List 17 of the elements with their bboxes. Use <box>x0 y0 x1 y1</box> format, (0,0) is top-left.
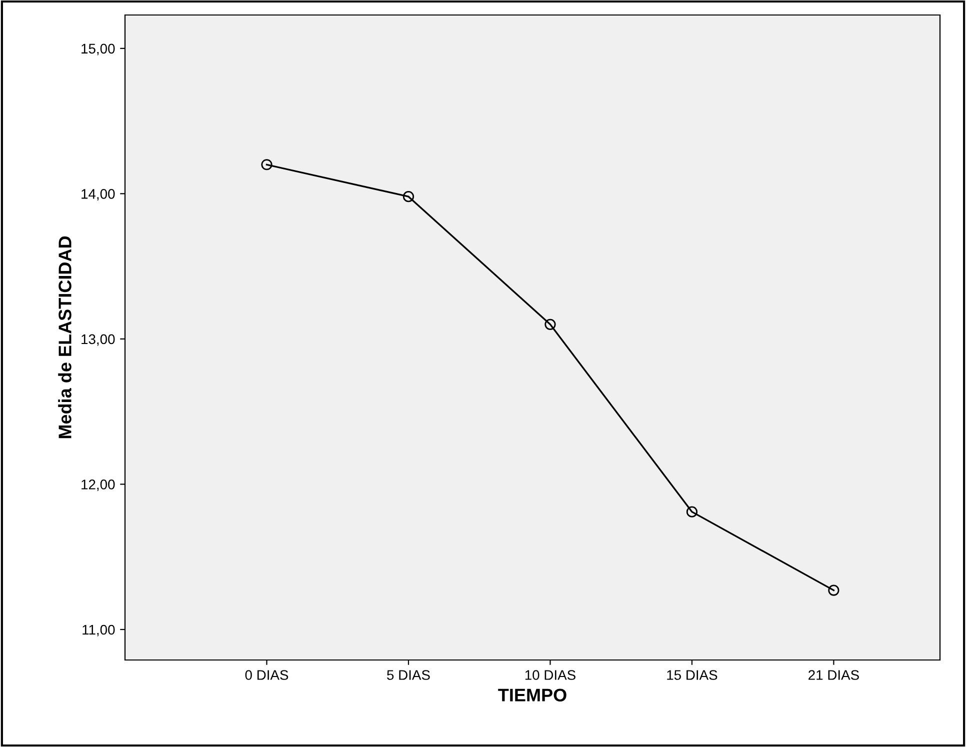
point <box>828 584 840 596</box>
y-tick-label: 14,00 <box>82 189 115 200</box>
y-tick-label: 11,00 <box>82 624 115 636</box>
point <box>261 159 272 170</box>
x-tick-label: 0 DIAS <box>245 670 288 680</box>
y-tick-label: 12,00 <box>82 480 115 492</box>
point <box>686 506 698 518</box>
y-axis-title: Media de ELASTICIDAD <box>58 236 72 438</box>
y-tick-label: 15,00 <box>82 44 115 56</box>
y-tick-label: 13,00 <box>82 334 115 346</box>
x-axis-title: TIEMPO <box>498 688 566 702</box>
x-tick-label: 21 DIAS <box>808 670 859 680</box>
point <box>544 318 556 330</box>
x-tick-label: 10 DIAS <box>525 670 576 680</box>
x-tick-label: 5 DIAS <box>387 670 430 680</box>
point <box>402 191 414 202</box>
x-tick-label: 15 DIAS <box>667 670 718 680</box>
